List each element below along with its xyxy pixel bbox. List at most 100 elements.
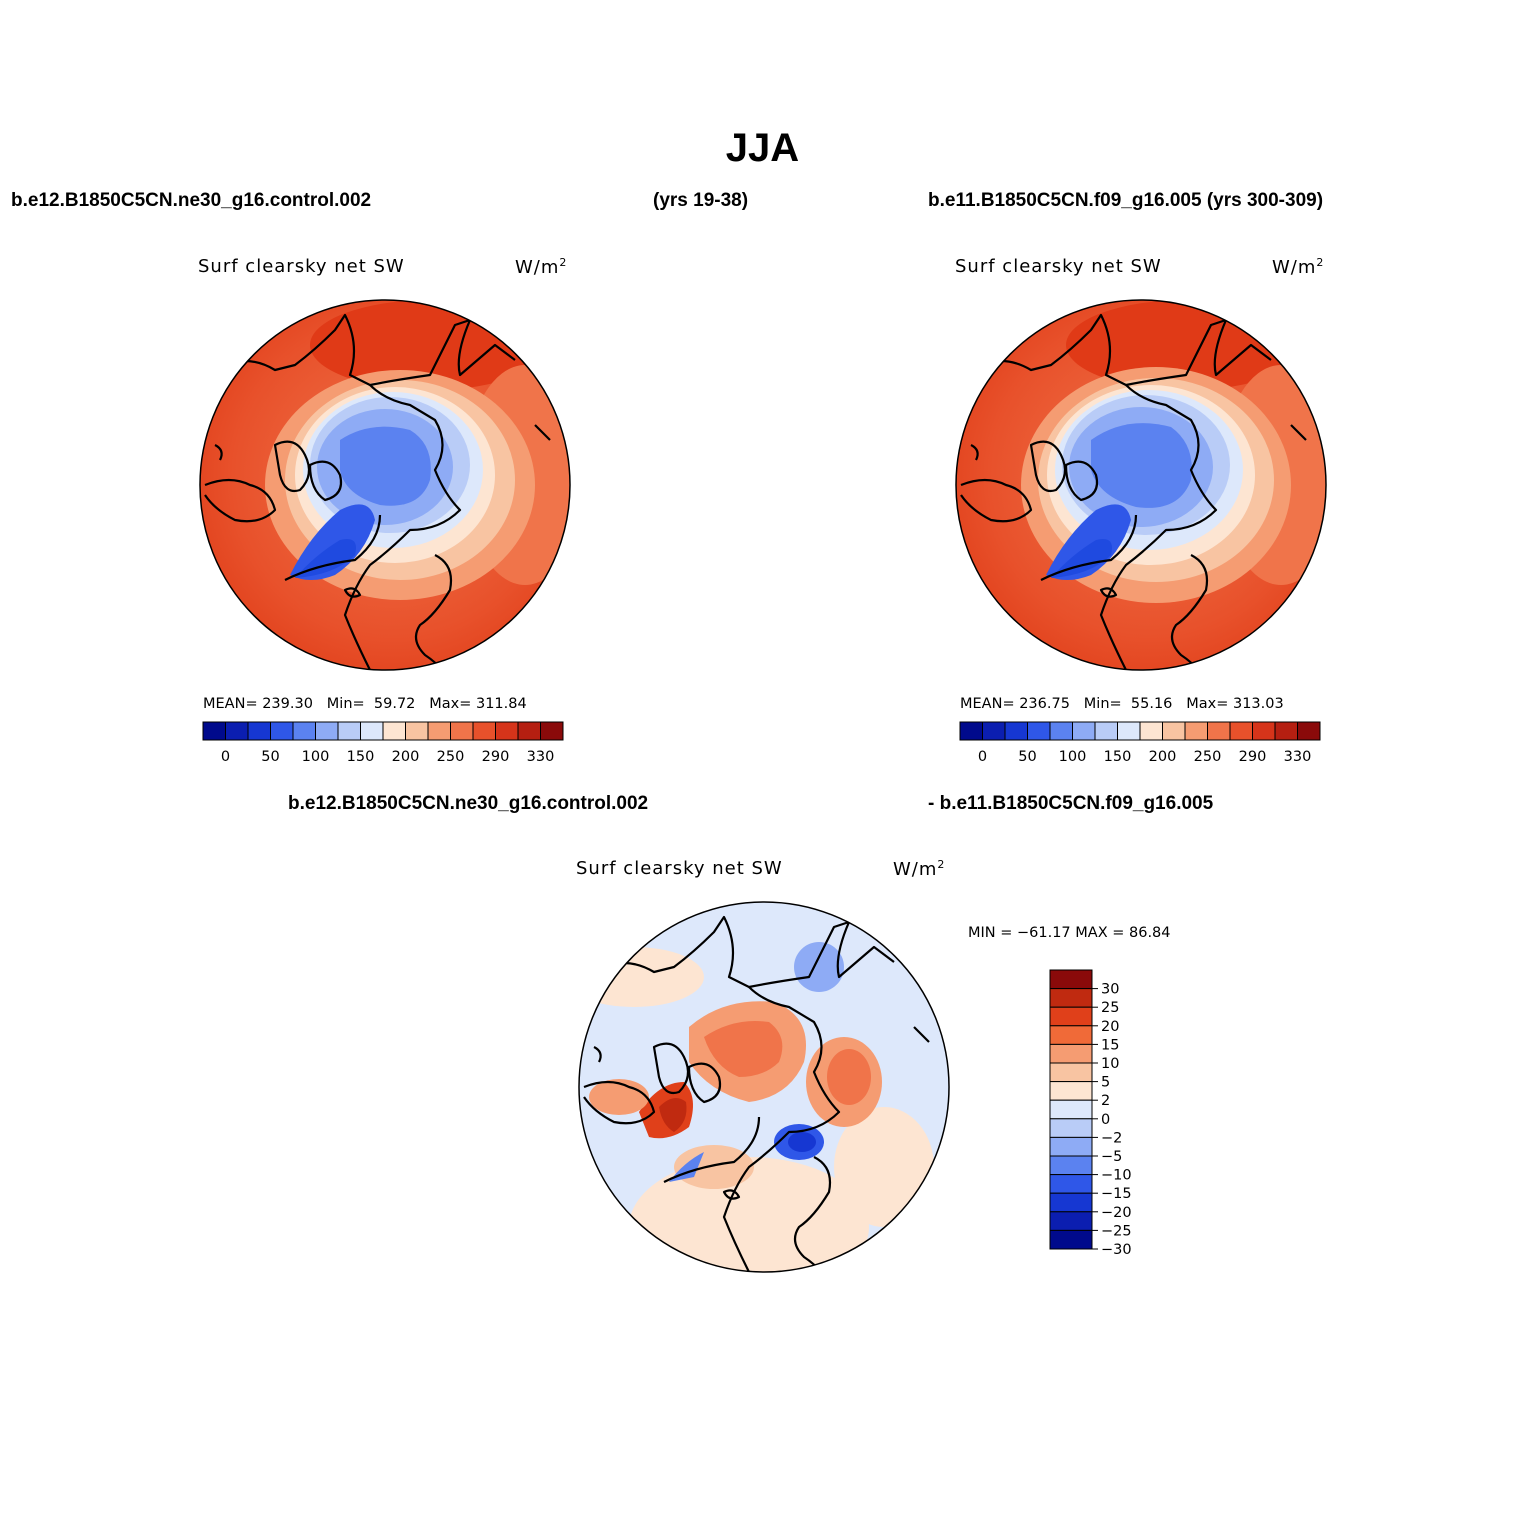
panel1-arctic-core (340, 426, 431, 506)
panel1-max-value: 311.84 (475, 696, 527, 712)
panel1-max-label: Max= (429, 696, 472, 712)
colorbar-swatch (1049, 721, 1073, 741)
colorbar-tick-label: −20 (1101, 1205, 1132, 1221)
colorbar-tick-label: 20 (1101, 1019, 1119, 1035)
colorbar-tick-label: 15 (1101, 1037, 1119, 1053)
colorbar-swatch (1229, 721, 1253, 741)
colorbar-swatch (1049, 1192, 1093, 1213)
panel1-min-label: Min= (326, 696, 365, 712)
colorbar-swatch (202, 721, 226, 741)
case-name-comparison: b.e11.B1850C5CN.f09_g16.005 (yrs 300-309… (928, 190, 1324, 211)
colorbar-swatch (427, 721, 451, 741)
colorbar-swatch (1117, 721, 1141, 741)
colorbar-swatch (1207, 721, 1231, 741)
colorbar-tick-label: 5 (1101, 1075, 1110, 1091)
panel1-colorbar: 0 50 100 150 200 250 290 330 (202, 721, 564, 765)
colorbar-swatch (315, 721, 339, 741)
panel2-greenland (1046, 504, 1131, 580)
colorbar-tick-label: 250 (437, 749, 465, 765)
colorbar-swatch (1049, 1118, 1093, 1138)
colorbar-tick-label: 50 (261, 749, 279, 765)
panel2-max-label: Max= (1186, 696, 1229, 712)
colorbar-swatch (292, 721, 316, 741)
colorbar-swatch (1027, 721, 1051, 741)
panel3-range: MIN = −61.17 MAX = 86.84 (968, 925, 1171, 941)
colorbar-tick-label: 100 (302, 749, 330, 765)
colorbar-swatch (270, 721, 294, 741)
diff-case-b: - b.e11.B1850C5CN.f09_g16.005 (928, 793, 1214, 814)
colorbar-swatch (405, 721, 429, 741)
colorbar-swatch (1049, 1043, 1093, 1064)
colorbar-swatch (982, 721, 1006, 741)
colorbar-swatch (1049, 1025, 1093, 1045)
colorbar-swatch (1049, 988, 1093, 1008)
colorbar-tick-label: −15 (1101, 1186, 1132, 1202)
colorbar-swatch (382, 721, 406, 741)
colorbar-swatch (517, 721, 541, 741)
colorbar-swatch (540, 721, 564, 741)
panel2-stats: MEAN= 236.75 Min= 55.16 Max= 313.03 (960, 696, 1284, 712)
panel2-mean-label: MEAN= (960, 696, 1015, 712)
panel1-stats: MEAN= 239.30 Min= 59.72 Max= 311.84 (203, 696, 527, 712)
colorbar-swatch (1184, 721, 1208, 741)
diff-case-a: b.e12.B1850C5CN.ne30_g16.control.002 (288, 793, 649, 814)
panel1-min-value: 59.72 (373, 696, 416, 712)
panel1-polar-map (199, 299, 571, 671)
panel2-min-value: 55.16 (1130, 696, 1173, 712)
panel1-mean-label: MEAN= (203, 696, 258, 712)
colorbar-swatch (247, 721, 271, 741)
colorbar-tick-label: 0 (978, 749, 987, 765)
colorbar-tick-label: 200 (392, 749, 420, 765)
colorbar-tick-label: 100 (1059, 749, 1087, 765)
colorbar-swatch (1274, 721, 1298, 741)
colorbar-swatch (1049, 1062, 1093, 1083)
colorbar-tick-label: 30 (1101, 982, 1119, 998)
colorbar-swatch (1094, 721, 1118, 741)
panel2-arctic-core (1091, 423, 1192, 508)
panel2-max-value: 313.03 (1232, 696, 1284, 712)
case-name-control: b.e12.B1850C5CN.ne30_g16.control.002 (11, 190, 372, 211)
colorbar-tick-label: −5 (1101, 1149, 1122, 1165)
colorbar-swatch (1049, 1229, 1093, 1250)
years-control: (yrs 19-38) (653, 190, 749, 211)
colorbar-swatch (1049, 1211, 1093, 1231)
panel2-colorbar: 0 50 100 150 200 250 290 330 (959, 721, 1321, 765)
colorbar-swatch (1139, 721, 1163, 741)
colorbar-tick-label: 150 (347, 749, 375, 765)
colorbar-swatch (1049, 1081, 1093, 1101)
panel3-polar-map (578, 901, 950, 1273)
panel1-coastlines (204, 313, 551, 670)
panel1-variable-title: Surf clearsky net SW (198, 256, 405, 277)
panel2-polar-map (955, 299, 1327, 671)
panel1-greenland (290, 504, 375, 580)
colorbar-tick-label: 0 (221, 749, 230, 765)
colorbar-swatch (225, 721, 249, 741)
colorbar-swatch (959, 721, 983, 741)
colorbar-tick-label: 2 (1101, 1093, 1110, 1109)
colorbar-swatch (1049, 1099, 1093, 1120)
colorbar-tick-label: 150 (1104, 749, 1132, 765)
panel2-units: W/m2 (1272, 256, 1325, 278)
colorbar-tick-label: −2 (1101, 1130, 1122, 1146)
colorbar-swatch (472, 721, 496, 741)
panel2-coastlines (960, 313, 1307, 670)
panel3-variable-title: Surf clearsky net SW (576, 858, 783, 879)
colorbar-tick-label: 290 (482, 749, 510, 765)
colorbar-swatch (450, 721, 474, 741)
colorbar-swatch (1049, 1155, 1093, 1176)
colorbar-tick-label: 250 (1194, 749, 1222, 765)
colorbar-swatch (1297, 721, 1321, 741)
colorbar-swatch (360, 721, 384, 741)
colorbar-swatch (1049, 1136, 1093, 1157)
colorbar-tick-label: −10 (1101, 1168, 1132, 1184)
panel1-mean-value: 239.30 (262, 696, 313, 712)
panel2-variable-title: Surf clearsky net SW (955, 256, 1162, 277)
colorbar-swatch (1072, 721, 1096, 741)
colorbar-tick-label: 50 (1018, 749, 1036, 765)
panel2-min-label: Min= (1083, 696, 1122, 712)
colorbar-tick-label: 200 (1149, 749, 1177, 765)
panel3-coastlines (583, 915, 930, 1272)
colorbar-swatch (337, 721, 361, 741)
colorbar-swatch (1162, 721, 1186, 741)
